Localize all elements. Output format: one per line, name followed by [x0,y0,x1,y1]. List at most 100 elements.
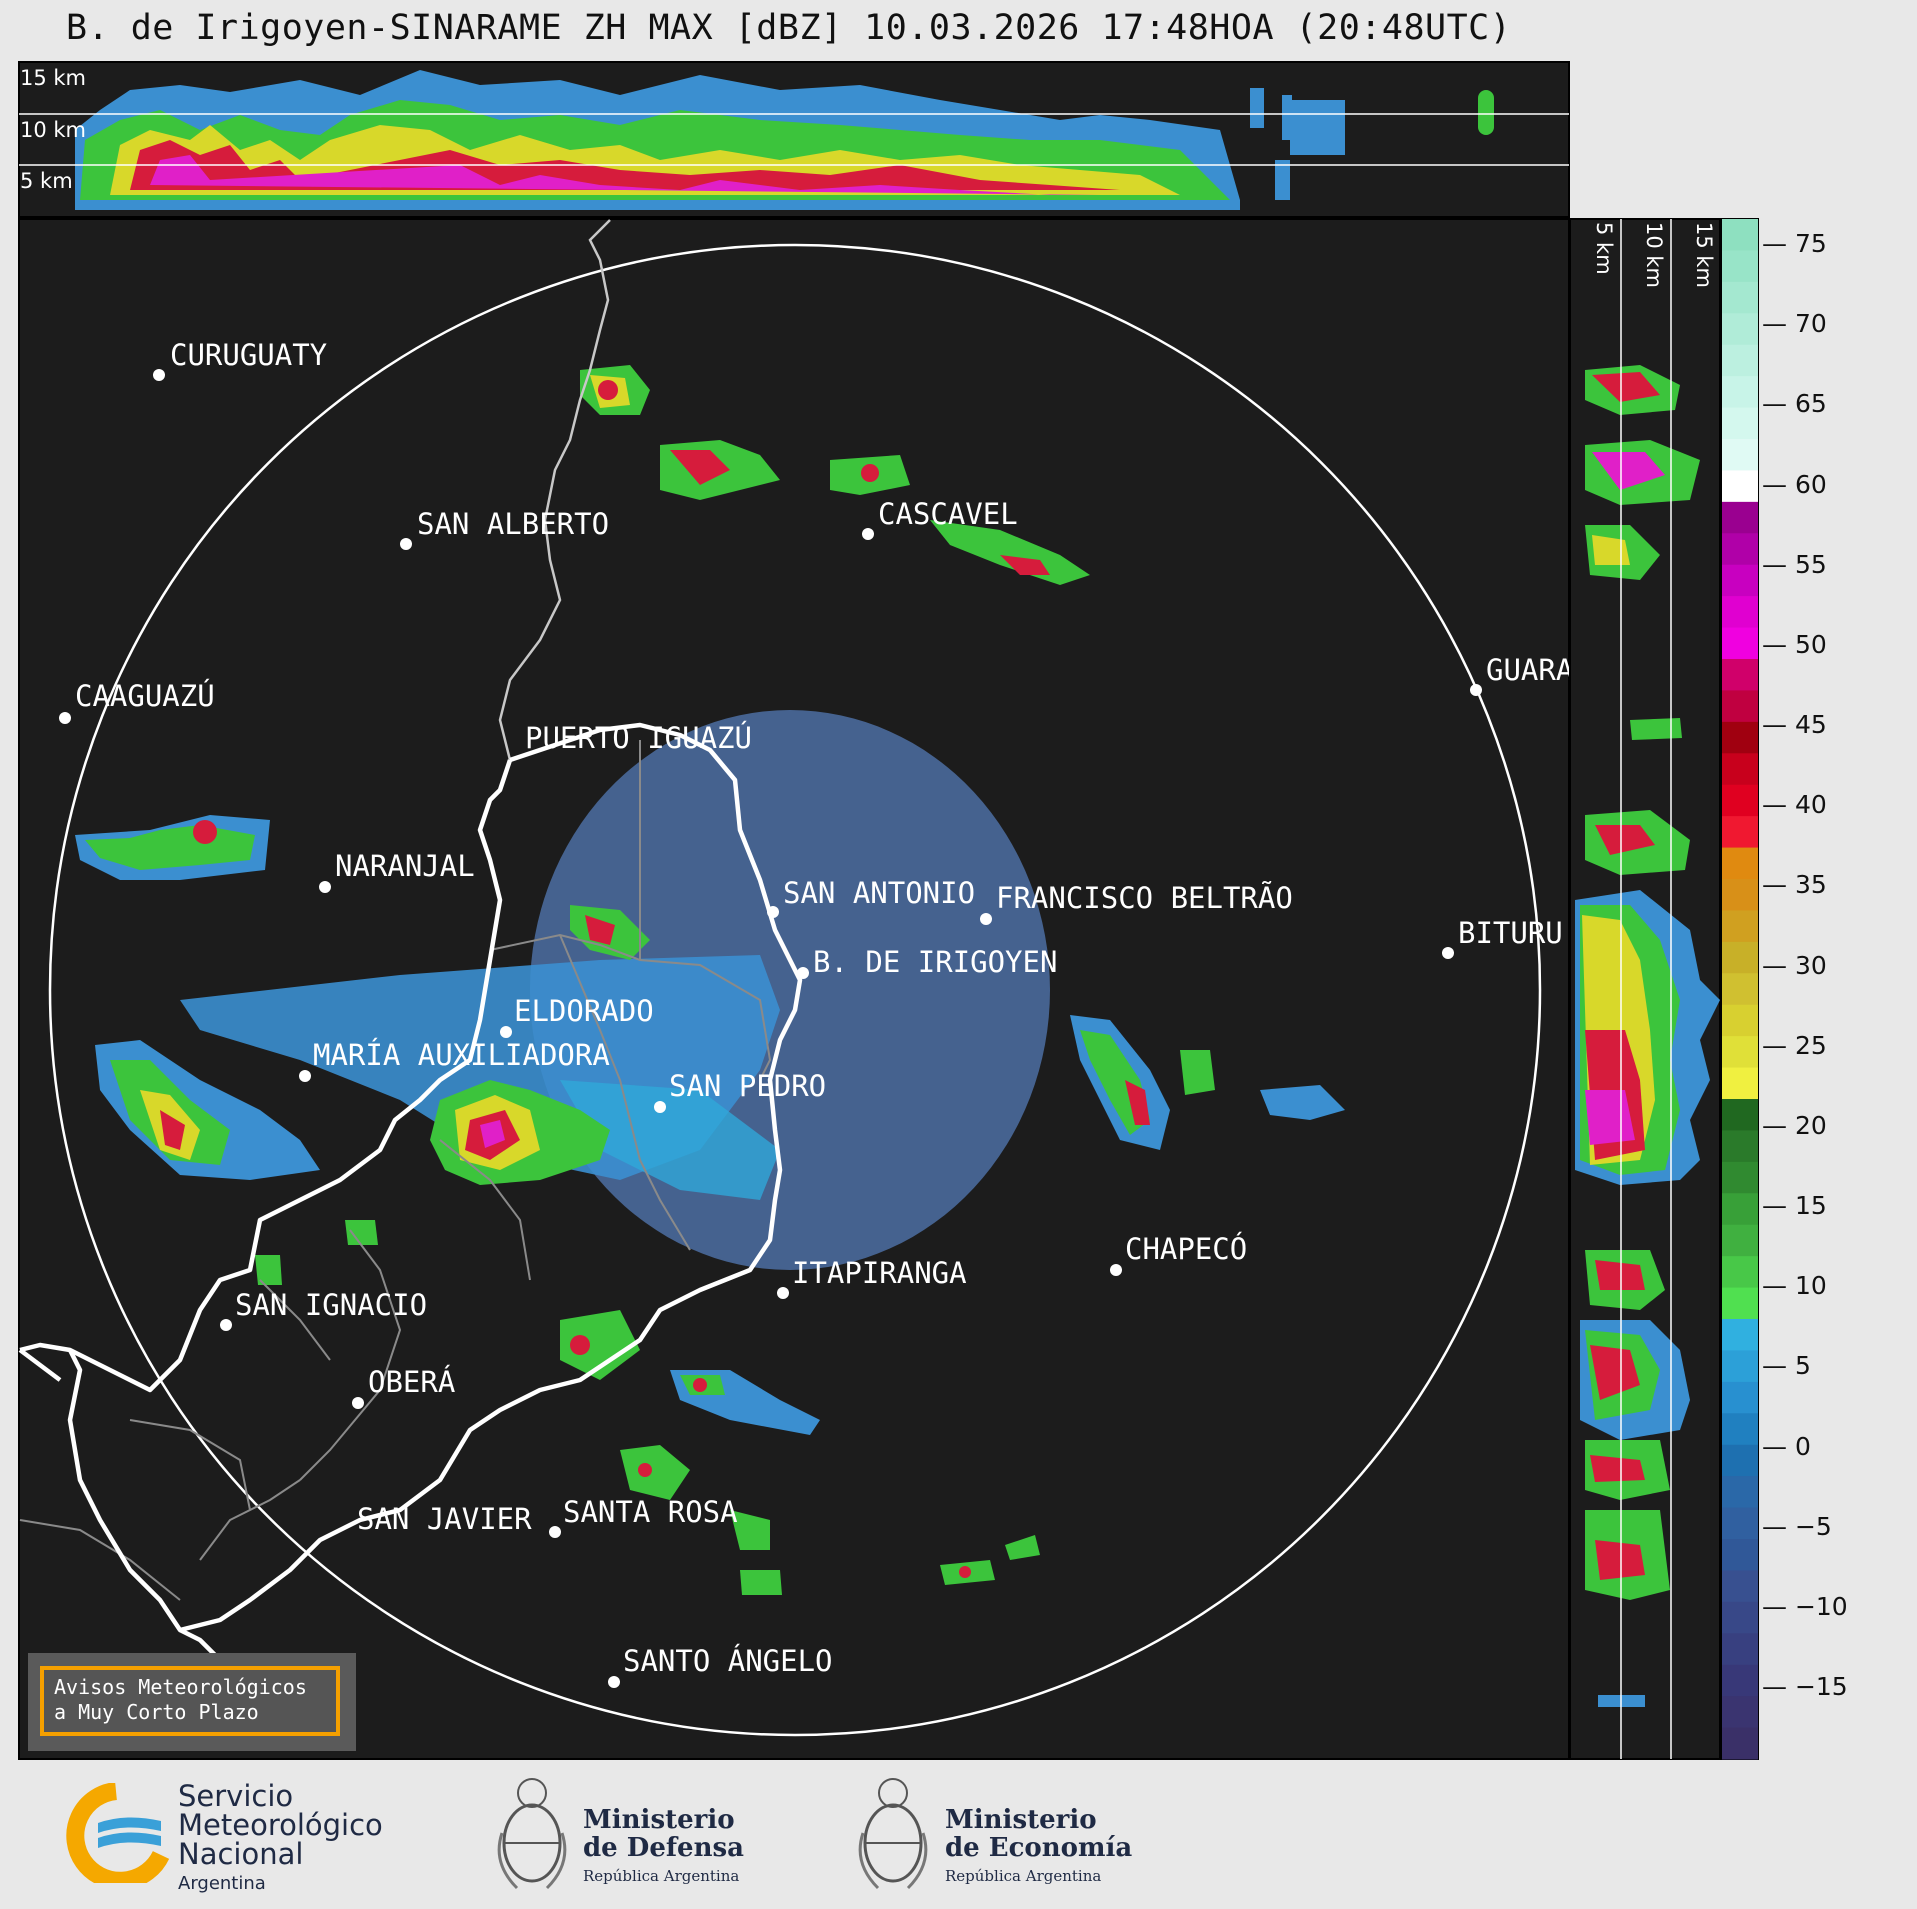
colorbar-step [1722,1476,1758,1509]
city-label: SAN ALBERTO [417,507,609,541]
colorbar-step [1722,690,1758,723]
smn-logo-icon [66,1783,170,1883]
city-dot [1442,947,1454,959]
colorbar-step [1722,627,1758,660]
defensa-name: Ministerio de Defensa República Argentin… [583,1806,744,1890]
colorbar-tick-label: — 50 [1762,629,1827,659]
colorbar-step [1722,973,1758,1006]
colorbar-step [1722,533,1758,566]
coat-of-arms-icon [497,1778,567,1890]
city-dot [59,712,71,724]
colorbar-tick-label: — 45 [1762,710,1827,739]
city-label: BITURU [1458,916,1563,950]
colorbar-step [1722,910,1758,943]
colorbar-step [1722,1539,1758,1571]
colorbar-step [1722,470,1758,503]
colorbar-step [1722,344,1758,377]
city-dot [220,1319,232,1331]
colorbar-tick-label: — 70 [1762,309,1827,339]
colorbar-tick-label: — 40 [1762,790,1827,820]
colorbar-tick-label: — −15 [1762,1672,1848,1701]
top-height-label: 15 km [20,66,86,90]
city-dot [767,906,779,918]
colorbar-step [1722,219,1758,251]
colorbar-step [1722,721,1758,754]
economia-line: Ministerio [945,1805,1097,1835]
city-label: CURUGUATY [170,338,327,372]
colorbar-tick-label: — 35 [1762,870,1827,900]
city-dot [654,1101,666,1113]
colorbar-step [1722,1319,1758,1351]
city-dot [299,1070,311,1082]
smn-line: Servicio [178,1779,294,1813]
city-label: PUERTO IGUAZÚ [525,721,752,755]
colorbar [1721,218,1759,1760]
city-label: ELDORADO [514,994,654,1028]
warning-box[interactable]: Avisos Meteorológicos a Muy Corto Plazo [40,1666,340,1736]
colorbar-step [1722,407,1758,440]
smn-line: Argentina [178,1873,266,1894]
river-border [498,219,611,761]
city-label: OBERÁ [368,1365,455,1399]
colorbar-step [1722,1381,1758,1414]
smn-name: Servicio Meteorológico Nacional Argentin… [178,1782,383,1898]
colorbar-step [1722,564,1758,597]
colorbar-step [1722,501,1758,534]
colorbar-step [1722,753,1758,786]
economia-line: República Argentina [945,1867,1102,1885]
colorbar-step [1722,1193,1758,1226]
colorbar-tick-label: — 60 [1762,469,1827,499]
colorbar-step [1722,376,1758,409]
colorbar-step [1722,1350,1758,1383]
colorbar-step [1722,250,1758,283]
city-dot [153,369,165,381]
city-dot [1110,1264,1122,1276]
department-borders [19,740,772,1601]
defensa-line: de Defensa [583,1833,744,1863]
city-label: ITAPIRANGA [792,1256,967,1290]
city-dot [549,1526,561,1538]
colorbar-step [1722,281,1758,314]
city-label: GUARA [1486,653,1573,687]
colorbar-step [1722,1696,1758,1729]
city-label: SAN JAVIER [357,1502,532,1536]
city-label: NARANJAL [335,849,475,883]
city-dot [608,1676,620,1688]
colorbar-step [1722,313,1758,346]
colorbar-tick-label: — −5 [1762,1511,1832,1541]
defensa-line: República Argentina [583,1867,740,1885]
range-ring [48,243,1542,1737]
colorbar-step [1722,1224,1758,1257]
city-label: SAN PEDRO [669,1069,826,1103]
colorbar-steps [1722,219,1758,1760]
colorbar-step [1722,1507,1758,1540]
city-layer: CURUGUATY SAN ALBERTO CASCAVEL CAAGUAZÚ … [59,338,1573,1688]
city-dot [352,1397,364,1409]
city-label: CAAGUAZÚ [75,679,215,713]
colorbar-step [1722,1099,1758,1131]
colorbar-step [1722,847,1758,880]
city-label: B. DE IRIGOYEN [813,945,1057,979]
colorbar-step [1722,1444,1758,1477]
city-dot [777,1287,789,1299]
colorbar-step [1722,1601,1758,1634]
colorbar-step [1722,879,1758,911]
colorbar-step [1722,1287,1758,1320]
colorbar-step [1722,1036,1758,1069]
page-title: B. de Irigoyen-SINARAME ZH MAX [dBZ] 10.… [66,8,1512,48]
colorbar-step [1722,1413,1758,1446]
city-dot [500,1026,512,1038]
city-label: SAN IGNACIO [235,1288,427,1322]
top-height-label: 10 km [20,118,86,142]
top-height-label: 5 km [20,169,73,193]
colorbar-step [1722,1727,1758,1760]
city-label: FRANCISCO BELTRÃO [996,881,1293,915]
city-dot [400,538,412,550]
colorbar-step [1722,816,1758,849]
colorbar-step [1722,596,1758,629]
smn-line: Meteorológico [178,1808,383,1842]
colorbar-step [1722,1130,1758,1163]
colorbar-step [1722,659,1758,691]
colorbar-tick-label: — 55 [1762,549,1827,579]
